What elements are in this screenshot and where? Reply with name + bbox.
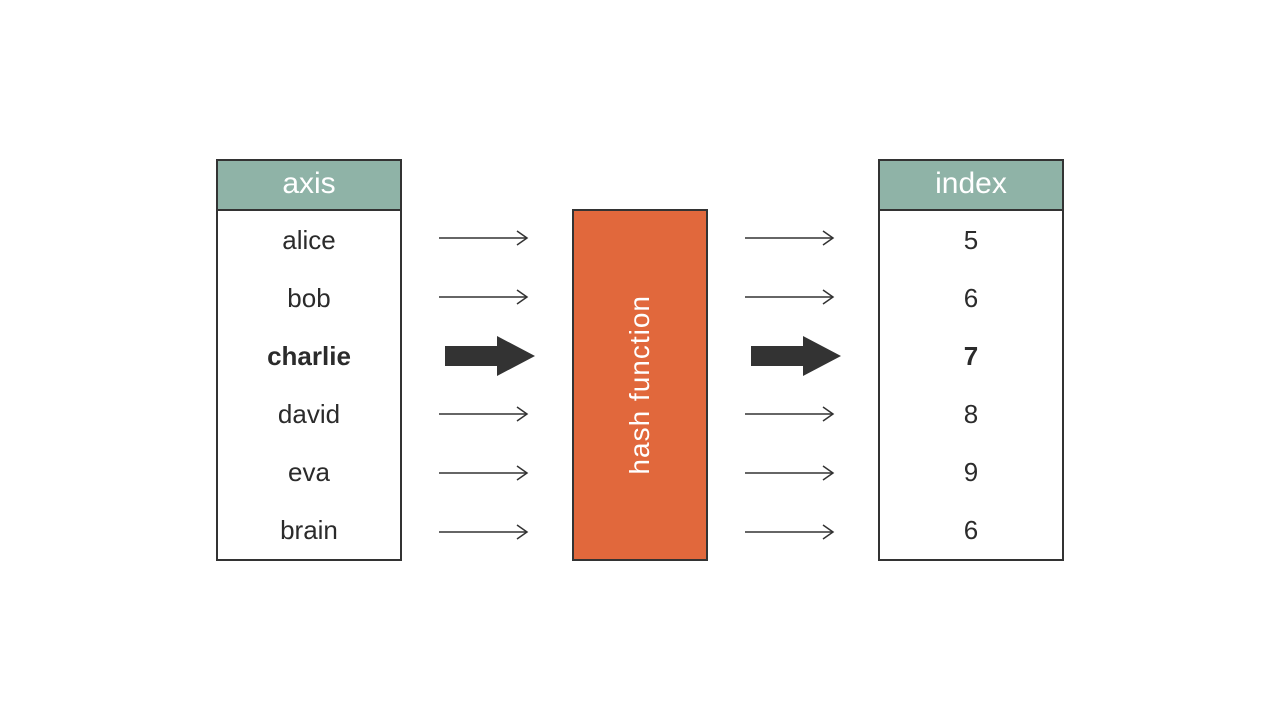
arrows-left: [402, 159, 572, 561]
axis-cell: alice: [218, 211, 400, 269]
arrow-thin: [402, 385, 572, 444]
hash-function-box: hash function: [572, 209, 708, 561]
index-header: index: [880, 161, 1062, 211]
index-cell: 8: [880, 385, 1062, 443]
arrow-thin: [708, 502, 878, 561]
hash-diagram: axis alice bob charlie david eva brain: [216, 159, 1064, 561]
index-cell-highlight: 7: [880, 327, 1062, 385]
axis-header: axis: [218, 161, 400, 211]
axis-cell: brain: [218, 501, 400, 559]
index-cell: 9: [880, 443, 1062, 501]
index-table: index 5 6 7 8 9 6: [878, 159, 1064, 561]
arrow-thin: [708, 268, 878, 327]
hash-function-label: hash function: [624, 295, 656, 475]
arrows-right: [708, 159, 878, 561]
axis-cell: david: [218, 385, 400, 443]
arrow-thin: [402, 444, 572, 503]
arrow-thin: [708, 385, 878, 444]
axis-body: alice bob charlie david eva brain: [218, 211, 400, 559]
arrow-thin: [402, 209, 572, 268]
index-cell: 5: [880, 211, 1062, 269]
arrow-thin: [708, 444, 878, 503]
index-cell: 6: [880, 501, 1062, 559]
index-cell: 6: [880, 269, 1062, 327]
axis-cell: bob: [218, 269, 400, 327]
arrow-thin: [708, 209, 878, 268]
arrow-thin: [402, 502, 572, 561]
arrow-bold: [402, 326, 572, 385]
arrow-thin: [402, 268, 572, 327]
arrow-bold: [708, 326, 878, 385]
axis-cell-highlight: charlie: [218, 327, 400, 385]
axis-cell: eva: [218, 443, 400, 501]
index-body: 5 6 7 8 9 6: [880, 211, 1062, 559]
axis-table: axis alice bob charlie david eva brain: [216, 159, 402, 561]
